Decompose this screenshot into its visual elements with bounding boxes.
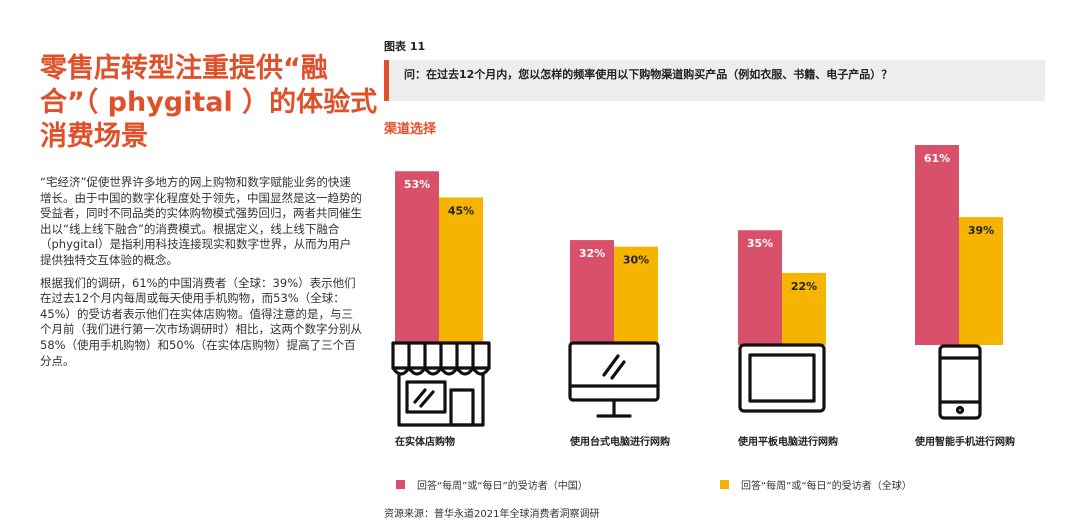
category-label-3: 使用智能手机进行网购 — [914, 435, 1015, 448]
data-label-global-1: 30% — [623, 254, 649, 267]
legend-label-global: 回答“每周”或“每日”的受访者（全球） — [741, 481, 912, 492]
paragraph-2: 根据我们的调研，61%的中国消费者（全球：39%）表示他们在过去12个月内每周或… — [40, 275, 362, 368]
paragraph-1: “宅经济”促使世界许多地方的网上购物和数字赋能业务的快速增长。由于中国的数字化程… — [40, 175, 362, 267]
tablet-icon — [738, 343, 826, 413]
legend-label-china: 回答“每周”或“每日”的受访者（中国） — [417, 481, 588, 492]
bar-china-3 — [915, 145, 959, 345]
question-accent-bar — [384, 60, 389, 101]
bar-china-1 — [570, 240, 614, 345]
source-note: 资源来源：普华永道2021年全球消费者洞察调研 — [384, 509, 600, 520]
desktop-computer-icon — [568, 341, 660, 418]
question-bar: 问：在过去12个月内，您以怎样的频率使用以下购物渠道购买产品（例如衣服、书籍、电… — [384, 60, 1045, 101]
category-label-2: 使用平板电脑进行网购 — [737, 435, 838, 448]
data-label-china-3: 61% — [924, 152, 950, 165]
data-label-global-3: 39% — [968, 224, 994, 237]
storefront-icon — [391, 341, 491, 427]
bar-global-1 — [614, 246, 658, 345]
data-label-china-2: 35% — [747, 237, 773, 250]
data-label-china-1: 32% — [579, 247, 605, 260]
legend-item-china: 回答“每周”或“每日”的受访者（中国） — [396, 477, 588, 492]
category-label-1: 使用台式电脑进行网购 — [569, 435, 670, 448]
smartphone-icon — [938, 344, 982, 420]
page-title: 零售店转型注重提供“融合”（ phygital ）的体验式消费场景 — [40, 53, 378, 152]
category-label-0: 在实体店购物 — [395, 435, 455, 448]
legend-swatch-china — [396, 480, 405, 489]
bar-global-2 — [782, 272, 826, 345]
figure-label: 图表 11 — [384, 40, 426, 53]
legend-item-global: 回答“每周”或“每日”的受访者（全球） — [720, 477, 912, 492]
bar-global-3 — [959, 217, 1003, 345]
bar-global-0 — [439, 197, 483, 345]
body-text: “宅经济”促使世界许多地方的网上购物和数字赋能业务的快速增长。由于中国的数字化程… — [40, 175, 362, 376]
data-label-global-2: 22% — [791, 280, 817, 293]
bar-china-2 — [738, 230, 782, 345]
question-text: 问：在过去12个月内，您以怎样的频率使用以下购物渠道购买产品（例如衣服、书籍、电… — [404, 67, 893, 81]
chart-subtitle: 渠道选择 — [384, 122, 437, 137]
legend-swatch-global — [720, 480, 729, 489]
bar-china-0 — [395, 171, 439, 345]
data-label-global-0: 45% — [448, 204, 474, 217]
data-label-china-0: 53% — [404, 178, 430, 191]
